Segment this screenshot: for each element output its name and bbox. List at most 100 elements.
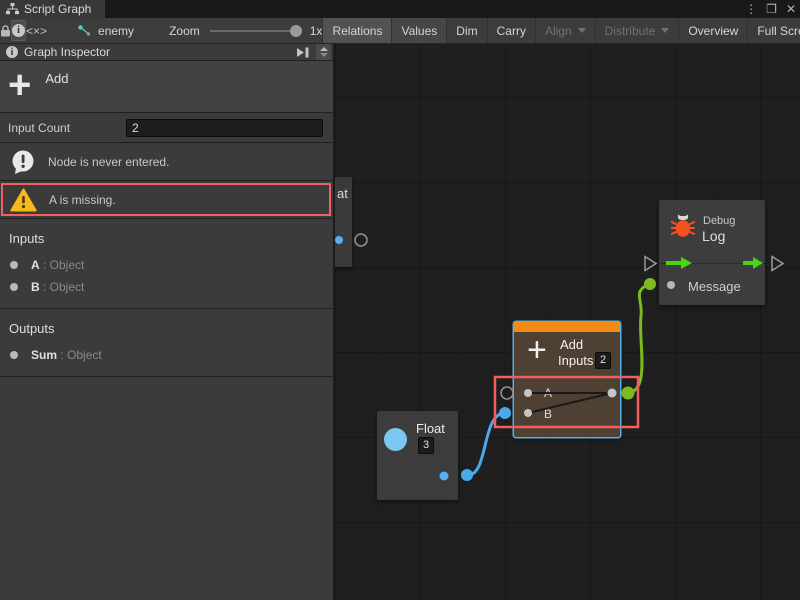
node-title: Add (560, 337, 584, 352)
scroll-down-icon[interactable] (319, 53, 328, 57)
node-add-inputs-selected[interactable]: + Add Inputs 2 A B (514, 322, 620, 437)
add-port-b[interactable] (524, 409, 532, 417)
button-label: Relations (332, 23, 383, 38)
toolbar-button-align[interactable]: Align (534, 18, 595, 43)
close-icon[interactable]: ✕ (785, 2, 796, 16)
code-view-button[interactable]: <×> (26, 18, 47, 43)
window-controls: ⋮ ❐ ✕ (745, 0, 796, 18)
port-name: Sum (31, 348, 58, 362)
wire-sum-to-message[interactable] (627, 282, 650, 395)
port-label-message: Message (688, 279, 741, 294)
toolbar-button-relations[interactable]: Relations (322, 18, 392, 43)
message-text: A is missing. (49, 192, 116, 207)
toolbar-button-fullscreen[interactable]: Full Screen (747, 18, 800, 43)
relation-line-b-to-sum (527, 392, 613, 414)
message-a-is-missing: A is missing. (0, 181, 333, 219)
toolbar-button-distribute[interactable]: Distribute (594, 18, 679, 43)
toolbar-button-overview[interactable]: Overview (678, 18, 747, 43)
wire-float-to-b[interactable] (466, 411, 506, 477)
sum-output-port[interactable] (621, 386, 635, 400)
graph-name: enemy (98, 23, 135, 38)
unconnected-port-indicator[interactable] (354, 233, 368, 247)
node-title: at (337, 186, 348, 201)
zoom-control: Zoom 1x (169, 18, 322, 43)
flow-in-arrow-icon[interactable] (666, 257, 692, 269)
inspected-node-summary: + Add (0, 61, 333, 113)
flow-out-arrow-icon[interactable] (743, 257, 763, 269)
node-subtitle: Inputs (558, 353, 594, 368)
add-node-icon: + (8, 63, 32, 107)
node-partially-hidden-float[interactable]: at (335, 177, 352, 267)
input-count-field[interactable] (126, 118, 323, 137)
dock-icon[interactable] (296, 47, 310, 58)
port-name: A (31, 258, 40, 272)
inspector-scroll-spinner[interactable] (316, 44, 331, 60)
script-graph-icon (78, 25, 91, 36)
wire-endpoint-dot[interactable] (461, 469, 473, 481)
add-port-a[interactable] (524, 389, 532, 397)
node-float-literal[interactable]: Float 3 (377, 411, 458, 500)
port-name: B (31, 280, 40, 294)
zoom-label: Zoom (169, 23, 200, 38)
node-category: Debug (703, 215, 736, 227)
window-menu-icon[interactable]: ⋮ (745, 2, 758, 16)
float-value-field[interactable]: 3 (418, 437, 434, 454)
lock-icon (1, 24, 10, 36)
outputs-section: Outputs Sum : Object (0, 309, 333, 377)
toolbar-button-values[interactable]: Values (391, 18, 447, 43)
missing-a-connection-indicator[interactable] (500, 386, 514, 400)
port-label-b: B (544, 407, 553, 421)
inputs-section: Inputs A : Object B : Object (0, 219, 333, 309)
wire-endpoint-dot[interactable] (644, 278, 656, 290)
add-port-internal-sum[interactable] (607, 388, 617, 398)
partial-node-output-port[interactable] (335, 236, 343, 244)
float-output-port[interactable] (439, 471, 449, 481)
button-label: Carry (496, 23, 526, 38)
output-row-sum: Sum : Object (0, 344, 333, 366)
inspector-toggle-button[interactable]: i (11, 20, 26, 41)
code-icon: <×> (26, 23, 48, 38)
maximize-icon[interactable]: ❐ (766, 2, 777, 16)
graph-canvas[interactable]: at Float 3 + Add Inputs 2 A B (335, 44, 800, 600)
toolbar-button-dim[interactable]: Dim (446, 18, 486, 43)
port-dot-icon (10, 351, 18, 359)
debug-log-port-section: Message (659, 263, 765, 305)
debug-message-port[interactable] (667, 281, 675, 289)
scroll-up-icon[interactable] (319, 47, 328, 51)
button-label: Distribute (604, 23, 656, 38)
graph-reference[interactable]: enemy (69, 18, 143, 43)
node-debug-log[interactable]: Debug Log Message (659, 200, 765, 305)
port-dot-icon (10, 283, 18, 291)
flow-out-triangle-indicator[interactable] (771, 255, 785, 272)
wire-endpoint-dot[interactable] (499, 407, 511, 419)
graph-toolbar: i <×> enemy Zoom 1x Relations Values (0, 18, 800, 44)
toolbar-button-carry[interactable]: Carry (486, 18, 535, 43)
port-type: : Object (39, 280, 85, 294)
dropdown-caret-icon (577, 28, 586, 33)
error-highlight-rect (493, 375, 640, 429)
inspector-header: i Graph Inspector (0, 44, 333, 61)
dropdown-caret-icon (661, 28, 670, 33)
zoom-slider[interactable] (209, 24, 302, 37)
tab-script-graph[interactable]: Script Graph (0, 0, 106, 18)
node-title: Log (702, 228, 726, 244)
zoom-value: 1x (309, 23, 323, 38)
button-label: Align (544, 23, 572, 38)
add-input-count-field[interactable]: 2 (595, 352, 611, 369)
selected-node-header-bar (514, 322, 620, 332)
graph-hierarchy-icon (6, 3, 19, 15)
input-row-b: B : Object (0, 276, 333, 298)
port-type: : Object (57, 348, 102, 362)
input-count-label: Input Count (8, 120, 71, 135)
message-text: Node is never entered. (48, 154, 170, 169)
zoom-slider-knob[interactable] (289, 24, 302, 37)
info-icon: i (12, 24, 25, 37)
node-title: Float (416, 421, 445, 436)
input-count-row: Input Count (0, 113, 333, 143)
lock-button[interactable] (0, 18, 11, 43)
flow-in-triangle-indicator[interactable] (644, 255, 658, 272)
tab-title: Script Graph (24, 2, 92, 16)
info-icon: i (6, 46, 18, 58)
warning-triangle-icon (10, 188, 37, 211)
input-row-a: A : Object (0, 254, 333, 276)
